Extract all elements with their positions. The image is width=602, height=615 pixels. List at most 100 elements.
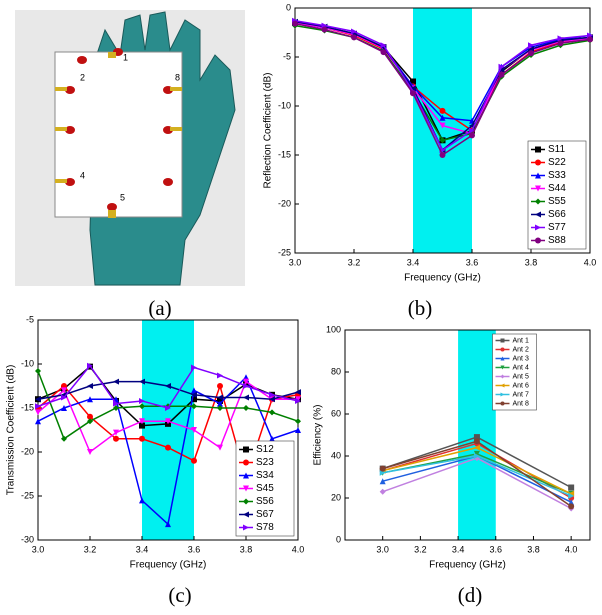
legend-marker [535, 198, 541, 205]
highlight-band [142, 320, 194, 540]
y-tick-label: -10 [278, 100, 291, 110]
data-point [87, 449, 93, 455]
data-point [568, 492, 575, 499]
legend-box [527, 140, 587, 250]
legend-marker [500, 338, 505, 343]
data-point [35, 409, 41, 416]
plot-frame [294, 7, 591, 254]
data-point [191, 364, 197, 371]
data-point [439, 137, 446, 144]
legend-label: S55 [548, 196, 566, 207]
y-axis-label: Efficiency (%) [313, 405, 324, 466]
data-point [217, 444, 223, 451]
legend-label: S23 [256, 457, 274, 468]
x-axis-label: Frequency (GHz) [429, 560, 506, 571]
data-point [269, 391, 275, 398]
data-point [217, 372, 223, 379]
chart: 3.0 3.2 3.4 3.6 3.8 4.0 0 20 40 60 80 100 Frequency … [313, 324, 591, 571]
legend-marker [535, 211, 541, 218]
data-point [321, 26, 328, 33]
data-point [568, 499, 575, 506]
data-point [473, 453, 480, 459]
x-tick-label: 3.8 [240, 544, 253, 554]
data-point [165, 383, 171, 389]
data-point [217, 383, 223, 389]
legend-marker [500, 401, 505, 406]
y-tick-label: 0 [336, 534, 341, 544]
y-tick-label: -15 [21, 402, 34, 412]
legend-label: Ant 3 [513, 355, 529, 362]
data-point [469, 132, 475, 139]
data-point [473, 450, 480, 457]
legend-label: S44 [548, 183, 566, 194]
antenna-label: 5 [120, 192, 125, 202]
legend-marker [535, 224, 541, 231]
hand-model: 1 2 8 4 5 [15, 10, 245, 286]
y-tick-label: -5 [283, 51, 291, 61]
x-tick-label: 4.0 [292, 544, 305, 554]
antenna-label: 1 [123, 52, 128, 62]
data-point [269, 409, 275, 416]
data-point [113, 435, 119, 442]
data-point [87, 362, 93, 369]
y-tick-label: 20 [331, 492, 341, 502]
legend-label: S66 [548, 209, 566, 220]
data-point [528, 42, 534, 49]
data-point [139, 378, 145, 385]
legend-marker [535, 237, 541, 244]
legend-marker [535, 159, 541, 166]
legend-marker [500, 365, 505, 370]
data-point [269, 396, 275, 403]
x-tick-label: 3.8 [527, 544, 540, 554]
data-point [113, 378, 119, 385]
x-tick-label: 3.0 [289, 257, 302, 267]
legend-marker [243, 511, 249, 518]
x-axis-label: Frequency (GHz) [404, 273, 481, 284]
legend-marker [243, 446, 249, 453]
data-point [243, 394, 249, 401]
legend-label: Ant 4 [513, 364, 529, 371]
data-point [191, 391, 197, 398]
legend-label: S78 [256, 522, 274, 533]
chart: 3.0 3.2 3.4 3.6 3.8 4.0 -30 -25 -20 -15 -10 -5 Frequ… [6, 314, 305, 570]
data-point [439, 152, 446, 158]
y-tick-label: -15 [278, 149, 291, 159]
data-point [139, 397, 145, 404]
x-tick-label: 3.0 [32, 544, 45, 554]
x-tick-label: 3.0 [376, 544, 389, 554]
data-point [439, 107, 446, 114]
y-tick-label: -25 [21, 490, 34, 500]
data-point [269, 435, 275, 442]
legend-marker [243, 498, 249, 505]
data-point [295, 397, 301, 404]
data-point [439, 114, 446, 121]
data-point [587, 36, 593, 43]
data-point [87, 413, 93, 420]
x-tick-label: 3.2 [84, 544, 97, 554]
data-point [165, 418, 171, 425]
legend-label: Ant 2 [513, 346, 529, 353]
antenna-label: 4 [80, 170, 85, 180]
legend-label: Ant 8 [513, 400, 529, 407]
data-point [61, 405, 67, 411]
y-tick-label: 40 [331, 450, 341, 460]
data-point [113, 405, 119, 411]
data-point [35, 368, 41, 375]
data-point [217, 405, 223, 411]
legend-marker [500, 392, 505, 397]
data-point [217, 394, 223, 401]
x-tick-label: 3.6 [188, 544, 201, 554]
data-point [191, 403, 197, 410]
plot-frame [344, 329, 591, 541]
legend-marker [243, 485, 249, 492]
data-point [165, 405, 171, 411]
y-tick-label: 60 [331, 408, 341, 418]
y-tick-label: 0 [286, 2, 291, 12]
data-point [469, 127, 475, 134]
data-point [292, 20, 298, 27]
x-tick-label: 3.6 [466, 257, 479, 267]
y-tick-label: 80 [331, 366, 341, 376]
data-point [113, 400, 119, 407]
legend-label: Ant 5 [513, 373, 529, 380]
legend-marker [243, 459, 249, 466]
